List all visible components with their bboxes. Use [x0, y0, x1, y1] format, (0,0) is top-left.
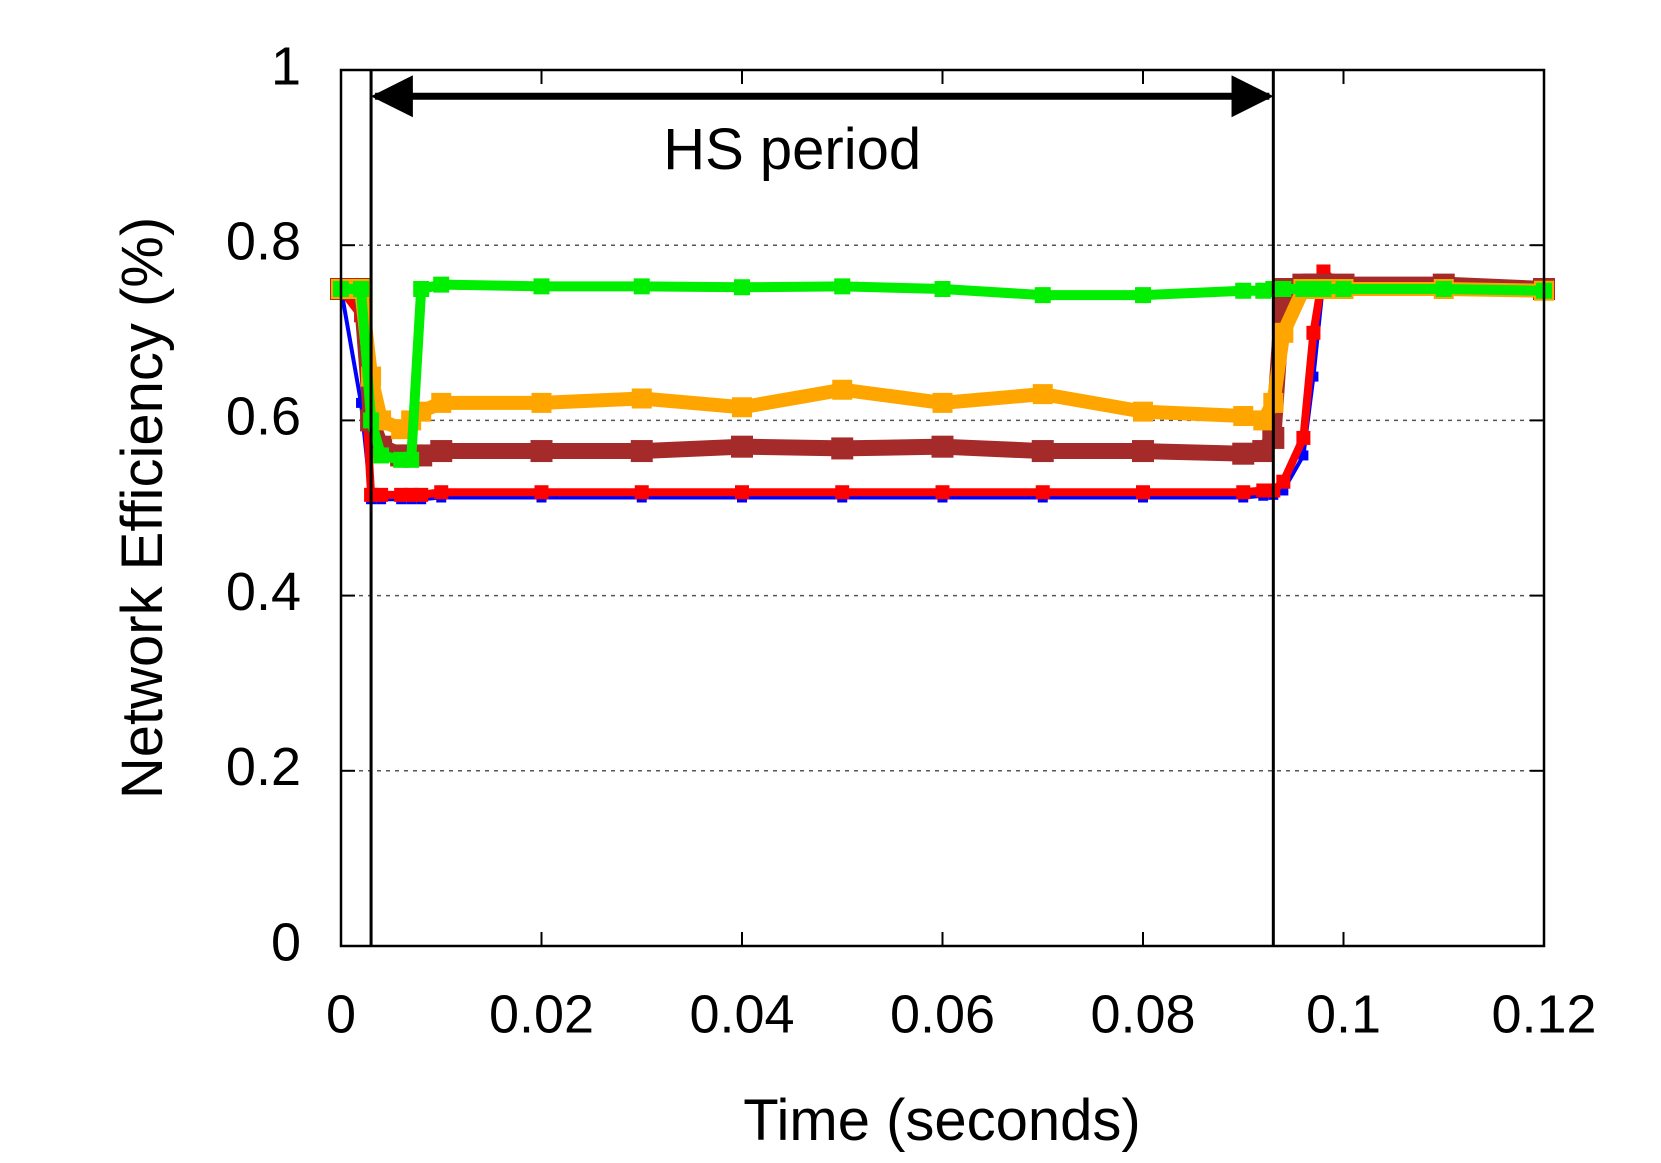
- x-tick-label: 0.04: [689, 984, 794, 1044]
- data-point: [630, 440, 653, 463]
- data-point: [633, 278, 650, 295]
- data-point: [1276, 474, 1291, 489]
- data-point: [530, 440, 553, 463]
- y-tick-label: 0.8: [226, 211, 301, 271]
- plot-frame: [339, 68, 1546, 948]
- data-point: [1315, 281, 1332, 297]
- annotation-text: HS period: [663, 117, 921, 182]
- data-point: [831, 437, 854, 460]
- data-point: [835, 485, 850, 500]
- data-point: [1035, 485, 1050, 500]
- x-tick-label: 0.06: [890, 984, 995, 1044]
- data-point: [1298, 450, 1309, 461]
- data-point: [353, 281, 370, 297]
- y-tick-label: 0.2: [226, 737, 301, 797]
- data-point: [1132, 440, 1154, 463]
- data-point: [533, 278, 550, 295]
- data-point: [935, 485, 950, 500]
- data-point: [1032, 384, 1053, 405]
- series-line: [341, 279, 1545, 465]
- data-point: [1031, 440, 1054, 463]
- data-point: [631, 388, 652, 409]
- y-tick-label: 0.6: [226, 387, 301, 447]
- data-point: [534, 485, 549, 500]
- data-point: [934, 281, 951, 297]
- data-point: [1335, 281, 1352, 297]
- data-point: [403, 451, 420, 468]
- data-point: [634, 485, 649, 500]
- y-axis-label: Network Efficiency (%): [110, 217, 175, 799]
- x-tick-label: 0.12: [1491, 984, 1596, 1044]
- data-point: [1435, 281, 1452, 297]
- data-point: [1236, 485, 1251, 500]
- series-line: [339, 278, 1544, 502]
- data-point: [373, 447, 390, 464]
- data-point: [832, 379, 853, 400]
- data-point: [731, 435, 753, 458]
- data-point: [735, 485, 749, 500]
- data-point: [1135, 287, 1151, 304]
- x-tick-label: 0: [326, 984, 356, 1044]
- data-point: [1273, 322, 1294, 343]
- data-point: [932, 392, 953, 413]
- data-point: [1034, 287, 1051, 304]
- data-point: [1308, 371, 1319, 382]
- y-tick-label: 1: [271, 36, 301, 96]
- data-point: [430, 440, 453, 463]
- data-point: [931, 435, 954, 458]
- data-point: [1232, 442, 1255, 465]
- data-point: [531, 392, 552, 413]
- data-point: [1306, 325, 1321, 340]
- y-tick-label: 0: [271, 912, 301, 972]
- data-point: [1278, 485, 1289, 496]
- data-point: [1235, 282, 1252, 299]
- data-point: [374, 487, 389, 502]
- data-point: [431, 392, 452, 413]
- data-point: [732, 397, 752, 418]
- data-point: [1133, 401, 1153, 422]
- y-tick-label: 0.4: [226, 562, 301, 622]
- data-point: [1233, 406, 1254, 427]
- data-point: [1136, 485, 1150, 500]
- data-point: [356, 397, 367, 408]
- data-point: [1253, 410, 1274, 431]
- series-line: [341, 276, 1545, 464]
- series-line: [337, 267, 1544, 499]
- data-point: [433, 276, 450, 293]
- x-tick-label: 0.02: [489, 984, 594, 1044]
- data-point: [1275, 281, 1292, 297]
- x-axis-label: Time (seconds): [743, 1088, 1141, 1153]
- data-point: [434, 485, 449, 500]
- data-point: [834, 278, 851, 295]
- data-point: [414, 487, 429, 502]
- data-point: [734, 279, 750, 296]
- data-point: [413, 281, 430, 297]
- x-tick-label: 0.1: [1306, 984, 1381, 1044]
- data-point: [1296, 430, 1311, 445]
- x-tick-label: 0.08: [1090, 984, 1195, 1044]
